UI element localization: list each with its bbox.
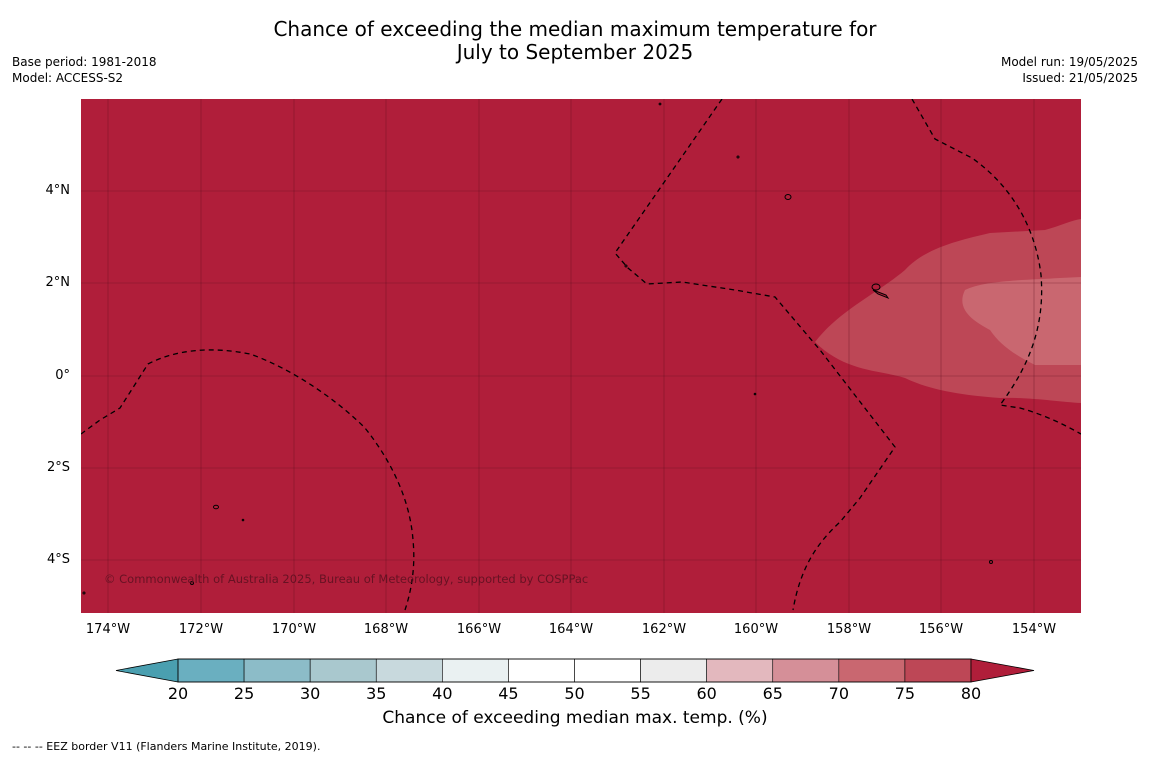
colorbar-cell (375, 658, 443, 683)
colorbar-extend-high (971, 659, 1034, 682)
colorbar-tick-label: 80 (960, 684, 982, 703)
colorbar-tick-label: 35 (366, 684, 387, 703)
colorbar-extend-low (116, 659, 178, 682)
colorbar-tick-label: 65 (762, 684, 783, 703)
colorbar-tick-label: 25 (233, 684, 255, 703)
colorbar-cell (309, 658, 377, 683)
lat-label: 2°S (46, 460, 70, 475)
colorbar-tick-label: 50 (564, 684, 585, 703)
lon-label: 170°W (271, 622, 317, 637)
colorbar-cell (904, 658, 972, 683)
colorbar-cell (177, 658, 245, 683)
lon-label: 154°W (1011, 622, 1057, 637)
model-run-date: Model run: 19/05/2025 (1000, 55, 1138, 69)
grid-lines (81, 99, 1081, 613)
colorbar-cell (574, 658, 641, 683)
colorbar-cell (706, 658, 774, 683)
island (624, 264, 628, 268)
eez-footnote: -- -- -- EEZ border V11 (Flanders Marine… (12, 740, 321, 753)
lat-label: 2°N (45, 275, 71, 290)
island (871, 283, 881, 291)
island (658, 102, 662, 106)
lon-label: 162°W (641, 622, 687, 637)
lon-label: 164°W (548, 622, 594, 637)
colorbar-tick-label: 55 (630, 684, 651, 703)
colorbar-cell (838, 658, 906, 683)
lon-label: 172°W (178, 622, 224, 637)
colorbar-outline-left (115, 658, 179, 683)
island (213, 504, 219, 510)
probability-band-70-75 (962, 277, 1081, 365)
colorbar-cells (116, 658, 1034, 683)
island (241, 518, 245, 522)
lon-label: 160°W (733, 622, 779, 637)
issued-date: Issued: 21/05/2025 (1022, 71, 1138, 85)
title-line-2: July to September 2025 (456, 40, 694, 64)
island (736, 155, 740, 159)
base-period-info: Base period: 1981-2018 Model: ACCESS-S2 (12, 54, 157, 86)
base-period: Base period: 1981-2018 (12, 55, 157, 69)
lon-label: 174°W (85, 622, 131, 637)
colorbar-outline-right (970, 658, 1035, 683)
lat-label: 0° (55, 368, 70, 383)
eez-border-west (81, 349, 415, 611)
eez-borders (81, 99, 1081, 611)
colorbar-title: Chance of exceeding median max. temp. (%… (382, 708, 768, 728)
eez-border-central (614, 99, 896, 611)
colorbar-tick-label: 70 (828, 684, 849, 703)
colorbar-tick-label: 60 (696, 684, 717, 703)
lon-label: 168°W (363, 622, 409, 637)
colorbar-cell (772, 658, 840, 683)
island (82, 591, 86, 595)
colorbar-outline (177, 658, 972, 683)
islands (82, 102, 993, 595)
island (989, 560, 993, 564)
lon-label: 156°W (918, 622, 964, 637)
lat-label: 4°S (46, 552, 70, 567)
lon-label: 158°W (826, 622, 872, 637)
chart-title: Chance of exceeding the median maximum t… (0, 18, 1150, 64)
colorbar-tick-label: 20 (167, 684, 189, 703)
island (190, 581, 194, 585)
island (753, 392, 757, 396)
colorbar-cell (640, 658, 707, 683)
lat-label: 4°N (45, 183, 71, 198)
colorbar-tick-label: 30 (299, 684, 321, 703)
island (872, 289, 890, 300)
lon-label: 166°W (456, 622, 502, 637)
probability-band-75-80 (815, 219, 1081, 403)
island (784, 194, 792, 200)
copyright-text: © Commonwealth of Australia 2025, Bureau… (104, 572, 588, 586)
colorbar-tick-label: 45 (498, 684, 519, 703)
model-name: Model: ACCESS-S2 (12, 71, 124, 85)
title-line-1: Chance of exceeding the median maximum t… (273, 17, 877, 41)
colorbar-cell (508, 658, 575, 683)
colorbar-cell (442, 658, 509, 683)
colorbar-cell (243, 658, 311, 683)
colorbar-tick-label: 40 (432, 684, 453, 703)
model-run-info: Model run: 19/05/2025 Issued: 21/05/2025 (1001, 54, 1138, 86)
colorbar-tick-label: 75 (894, 684, 916, 703)
